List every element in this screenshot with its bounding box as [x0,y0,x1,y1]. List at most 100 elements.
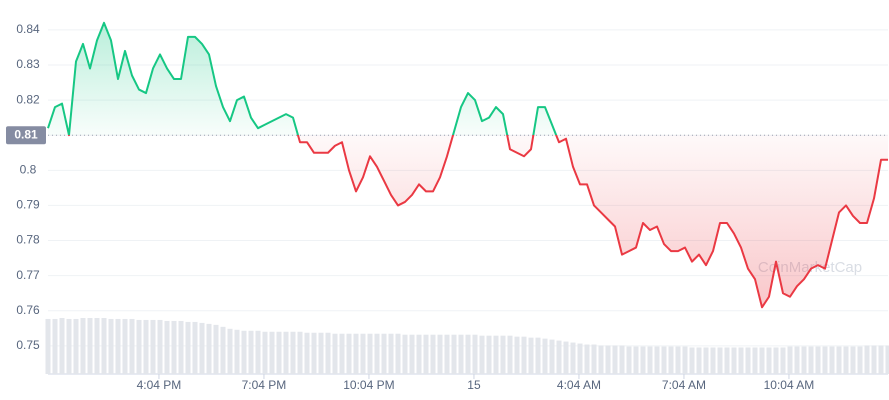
x-tick-label: 7:04 AM [662,378,706,392]
y-tick-label: 0.82 [16,92,40,106]
volume-bar [395,333,401,374]
volume-bar [87,318,93,374]
volume-bar [591,344,597,374]
volume-bar [346,333,352,374]
y-tick-label: 0.83 [16,57,40,71]
volume-bar [129,318,135,374]
volume-bar [59,318,65,374]
volume-bar [367,333,373,374]
volume-bar [171,320,177,374]
volume-bar [857,346,863,374]
x-tick-label: 10:04 PM [343,378,394,392]
volume-bar [472,334,478,374]
volume-bar [73,318,79,374]
x-tick-label: 15 [467,378,481,392]
x-tick-label: 4:04 PM [137,378,182,392]
volume-bar [542,338,548,374]
volume-bar [633,346,639,374]
volume-bar [528,337,534,374]
volume-bar [493,335,499,374]
volume-bar [780,347,786,374]
volume-bar [94,318,100,374]
volume-bar [213,324,219,374]
volume-bar [850,346,856,374]
volume-bar [836,346,842,374]
volume-bar [829,346,835,374]
volume-bar [381,333,387,374]
volume-bar [451,334,457,374]
volume-bar [612,345,618,374]
volume-bar [115,318,121,374]
price-line [47,21,888,309]
volume-bar [241,330,247,374]
volume-bar [535,337,541,374]
volume-bar [297,331,303,374]
volume-bar [871,345,877,374]
volume-bar [430,334,436,374]
volume-bar [136,319,142,374]
baseline-label-box [6,126,46,145]
volume-bar [556,340,562,374]
volume-bar [724,347,730,374]
volume-bar [318,332,324,374]
volume-bar [374,333,380,374]
x-tick-label: 7:04 PM [242,378,287,392]
volume-bar [696,347,702,374]
volume-bar [731,347,737,374]
y-tick-label: 0.79 [16,198,40,212]
volume-bar [360,333,366,374]
volume-bar [220,326,226,374]
volume-bar [661,346,667,374]
volume-bar [353,333,359,374]
volume-bar [682,346,688,374]
volume-bar [178,320,184,374]
volume-bar [199,322,205,374]
y-tick-label: 0.76 [16,303,40,317]
y-tick-label: 0.8 [20,162,37,176]
volume-bar [514,336,520,374]
volume-bar [822,346,828,374]
volume-bar [577,343,583,374]
volume-bar [290,331,296,374]
volume-bar [843,346,849,374]
y-tick-label: 0.75 [16,338,40,352]
baseline-label: 0.81 [14,127,38,141]
volume-bar [507,335,513,374]
volume-bar [192,321,198,374]
volume-bar [332,333,338,374]
volume-bar [52,318,58,374]
volume-bar [444,334,450,374]
volume-bar [486,335,492,374]
volume-bar [437,334,443,374]
volume-bar [703,347,709,374]
volume-bar [710,347,716,374]
volume-bar [248,330,254,374]
volume-bar [80,318,86,374]
volume-bar [563,341,569,374]
volume-bar [269,331,275,374]
volume-bar [584,344,590,374]
volume-bar [150,319,156,374]
volume-bar [227,328,233,374]
volume-bar [416,334,422,374]
x-tick-label: 10:04 AM [764,378,815,392]
volume-bar [276,331,282,374]
y-tick-label: 0.84 [16,22,40,36]
y-tick-label: 0.77 [16,268,40,282]
volume-bar [878,345,884,374]
volume-bar [815,346,821,374]
volume-bar [626,346,632,374]
volume-bar [500,335,506,374]
volume-bar [759,347,765,374]
volume-bar [766,347,772,374]
volume-bar [689,347,695,374]
volume-bar [206,323,212,374]
volume-bar [675,346,681,374]
volume-bar [122,318,128,374]
volume-bar [458,334,464,374]
volume-bar [808,346,814,374]
volume-bar [479,335,485,374]
volume-bar [570,342,576,374]
volume-bar [752,347,758,374]
